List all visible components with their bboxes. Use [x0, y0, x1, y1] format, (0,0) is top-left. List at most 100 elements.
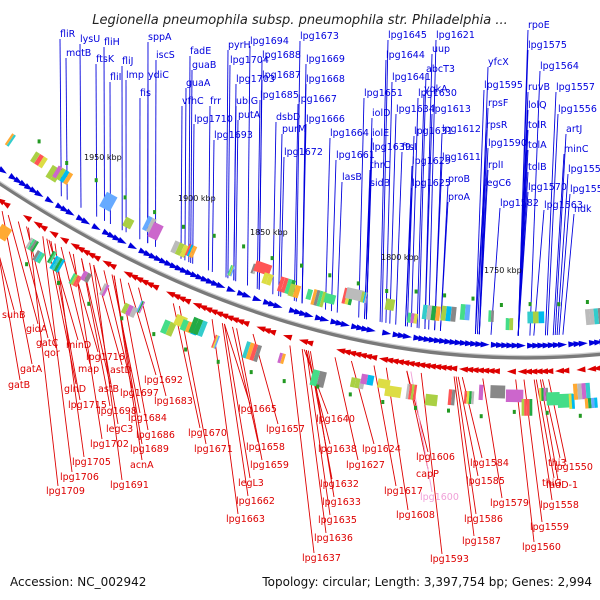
forward-gene-label: ydiC [148, 70, 169, 81]
kbp-ticks: 1950 kbp 1900 kbp 1850 kbp 1800 kbp 1750… [84, 153, 522, 275]
reverse-gene-label: lpg1698 [98, 406, 137, 417]
forward-label-connector [517, 191, 529, 336]
reverse-gene-label: lpg1560 [522, 542, 561, 553]
reverse-gene-label: lpg1640 [316, 414, 355, 425]
reverse-label-connector [42, 236, 73, 473]
reverse-gene-arrow [592, 365, 600, 372]
forward-gene-label: proA [448, 192, 471, 203]
cog-function-block [584, 307, 600, 326]
forward-gene-label: lpg1661 [336, 150, 375, 161]
forward-label-connector [474, 187, 485, 335]
reverse-label-connector [420, 372, 443, 555]
reverse-gene-label: lpg1636 [314, 533, 353, 544]
forward-gene-arrow [444, 338, 454, 345]
forward-gene-label: lpg1551 [570, 184, 600, 195]
reverse-gene-arrow [0, 197, 6, 206]
cog-function-block [384, 384, 402, 399]
cog-function-block [184, 243, 198, 259]
forward-gene-arrow [80, 217, 91, 225]
forward-gene-label: putA [238, 110, 261, 121]
cog-function-block [405, 383, 418, 401]
forward-label-connector [424, 113, 433, 330]
gc-marker [270, 256, 274, 261]
reverse-gene-arrow [81, 249, 91, 257]
forward-label-connector [235, 119, 239, 282]
cog-function-block [505, 389, 524, 403]
reverse-gene-arrow [229, 317, 240, 324]
forward-gene-label: lpg1685 [260, 90, 299, 101]
forward-gene-label: lpg1630 [418, 88, 457, 99]
reverse-label-connector [232, 326, 259, 443]
gc-marker [578, 413, 582, 418]
reverse-gene-arrow [1, 201, 11, 209]
reverse-gene-arrow [139, 279, 149, 286]
reverse-label-connector [289, 345, 315, 554]
cog-function-block [323, 292, 337, 305]
forward-label-connector [227, 64, 231, 279]
cog-function-block [211, 334, 220, 349]
forward-gene-arrow [557, 341, 568, 348]
forward-gene-label: lpg1631 [414, 126, 453, 137]
forward-gene-arrow [215, 281, 226, 288]
forward-gene-label: tolB [528, 162, 547, 173]
reverse-label-connector [93, 264, 123, 366]
forward-label-connector [293, 103, 299, 301]
reverse-label-connector [482, 378, 503, 499]
reverse-label-connector [0, 256, 15, 311]
forward-label-connector [247, 45, 251, 286]
cog-function-block [147, 221, 164, 241]
reverse-gene-arrow [560, 367, 570, 374]
forward-gene-label: guaA [186, 78, 211, 89]
forward-gene-label: ftsI [402, 142, 417, 153]
reverse-gene-label: lpg1550 [554, 462, 593, 473]
reverse-gene-arrow [544, 368, 554, 375]
gc-marker [249, 370, 253, 375]
forward-gene-label: lpg1575 [528, 40, 567, 51]
gc-marker [153, 210, 157, 215]
reverse-gene-label: lpg1627 [346, 460, 385, 471]
reverse-gene-label: lpg1706 [60, 472, 99, 483]
forward-gene-label: rpsR [486, 120, 508, 131]
reverse-gene-arrow [341, 349, 352, 356]
gc-marker [87, 301, 91, 306]
reverse-gene-label: acnA [130, 460, 154, 471]
forward-gene-arrow [241, 291, 252, 298]
forward-label-connector [434, 161, 443, 331]
reverse-gene-label: lpg1638 [318, 444, 357, 455]
reverse-gene-arrow [490, 368, 501, 375]
forward-gene-label: lpg1556 [558, 104, 597, 115]
reverse-gene-arrow [166, 291, 176, 298]
forward-label-connector [272, 121, 277, 295]
reverse-gene-label: lpg1665 [238, 404, 277, 415]
reverse-gene-arrow [224, 315, 234, 322]
forward-gene-arrow [13, 176, 23, 184]
cog-function-block [99, 283, 110, 297]
forward-gene-arrow [588, 340, 599, 347]
genome-summary: Topology: circular; Length: 3,397,754 bp… [261, 575, 592, 589]
reverse-gene-arrow [421, 363, 431, 369]
forward-gene-label: frr [210, 96, 221, 107]
forward-gene-label: fliH [104, 37, 120, 48]
map-title: Legionella pneumophila subsp. pneumophil… [92, 13, 508, 28]
reverse-gene-label: qor [44, 348, 60, 359]
gc-marker [57, 280, 60, 285]
forward-gene-arrow [501, 342, 511, 349]
reverse-label-connector [127, 282, 157, 376]
forward-gene-label: lpg1645 [388, 30, 427, 41]
forward-gene-arrow [578, 340, 588, 347]
forward-gene-label: lpg1621 [436, 30, 475, 41]
forward-gene-label: lpg1563 [544, 200, 583, 211]
reverse-gene-label: glnD [64, 384, 86, 395]
reverse-label-connector [548, 379, 567, 463]
forward-label-connector [95, 63, 98, 217]
forward-gene-arrow [496, 342, 506, 349]
reverse-gene-arrow [480, 367, 490, 374]
reverse-gene-label: lpg1659 [250, 460, 289, 471]
reverse-gene-label: lpg1633 [322, 497, 361, 508]
gc-marker [385, 289, 389, 293]
cog-function-block [305, 288, 314, 301]
reverse-gene-label: lpg1716 [86, 352, 125, 363]
forward-label-connector [301, 123, 307, 304]
reverse-gene-arrow [523, 368, 533, 375]
